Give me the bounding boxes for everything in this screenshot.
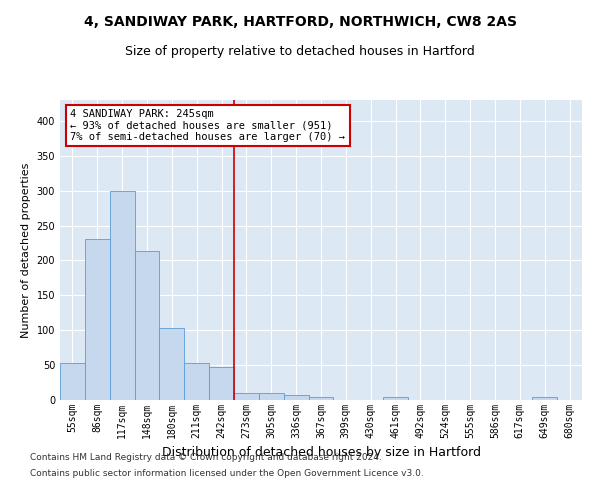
Bar [259, 393, 284, 400]
Bar [160, 328, 184, 400]
Bar [209, 367, 234, 400]
Y-axis label: Number of detached properties: Number of detached properties [21, 162, 31, 338]
Bar [383, 396, 408, 400]
Text: Size of property relative to detached houses in Hartford: Size of property relative to detached ho… [125, 45, 475, 58]
Text: 4 SANDIWAY PARK: 245sqm
← 93% of detached houses are smaller (951)
7% of semi-de: 4 SANDIWAY PARK: 245sqm ← 93% of detache… [70, 109, 346, 142]
Bar [60, 363, 85, 400]
Bar [284, 395, 308, 400]
Text: Contains HM Land Registry data © Crown copyright and database right 2024.: Contains HM Land Registry data © Crown c… [30, 454, 382, 462]
Bar [85, 239, 110, 400]
X-axis label: Distribution of detached houses by size in Hartford: Distribution of detached houses by size … [161, 446, 481, 460]
Bar [532, 397, 557, 400]
Bar [308, 396, 334, 400]
Text: 4, SANDIWAY PARK, HARTFORD, NORTHWICH, CW8 2AS: 4, SANDIWAY PARK, HARTFORD, NORTHWICH, C… [83, 15, 517, 29]
Bar [234, 393, 259, 400]
Bar [184, 363, 209, 400]
Bar [110, 192, 134, 400]
Bar [134, 252, 160, 400]
Text: Contains public sector information licensed under the Open Government Licence v3: Contains public sector information licen… [30, 468, 424, 477]
